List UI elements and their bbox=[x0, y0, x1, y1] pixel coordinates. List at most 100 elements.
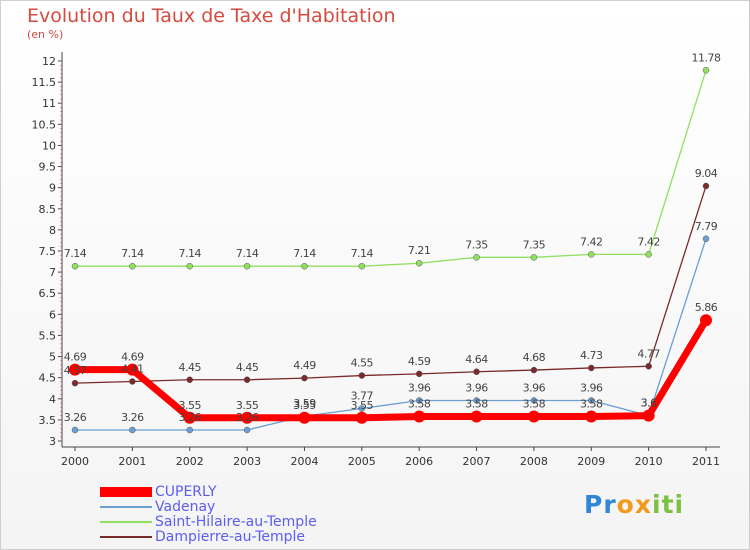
data-label: 3.77 bbox=[351, 389, 374, 402]
y-tick-label: 6.5 bbox=[39, 287, 57, 300]
x-tick-label: 2004 bbox=[290, 455, 318, 468]
data-point bbox=[415, 370, 423, 378]
data-point bbox=[129, 262, 136, 270]
data-point bbox=[355, 411, 368, 424]
data-label: 7.35 bbox=[465, 238, 488, 251]
data-point bbox=[186, 426, 193, 434]
data-label: 3.26 bbox=[121, 411, 144, 424]
data-label: 7.42 bbox=[637, 235, 660, 248]
data-point bbox=[129, 378, 136, 385]
x-tick-label: 2010 bbox=[635, 455, 663, 468]
data-point bbox=[473, 368, 480, 376]
data-label: 3.55 bbox=[351, 399, 374, 412]
data-point bbox=[413, 410, 426, 423]
data-point bbox=[186, 376, 193, 384]
series-line-2 bbox=[75, 70, 707, 267]
y-tick-label: 5.5 bbox=[39, 329, 57, 342]
data-point bbox=[645, 363, 652, 370]
data-label: 3.58 bbox=[523, 398, 546, 411]
data-label: 7.79 bbox=[695, 220, 718, 233]
data-point bbox=[358, 262, 366, 270]
x-tick-label: 2001 bbox=[118, 455, 146, 468]
y-tick-label: 10.5 bbox=[32, 118, 57, 131]
data-label: 4.55 bbox=[351, 357, 374, 370]
proxiti-logo: Proxiti bbox=[584, 490, 684, 519]
data-point bbox=[700, 314, 712, 327]
data-label: 7.14 bbox=[178, 247, 201, 260]
data-label: 3.96 bbox=[580, 381, 603, 394]
y-tick-label: 7.5 bbox=[39, 245, 57, 258]
data-label: 7.14 bbox=[351, 247, 374, 260]
legend-label: Dampierre-au-Temple bbox=[155, 528, 306, 545]
y-tick-label: 4 bbox=[49, 393, 56, 406]
y-tick-label: 7 bbox=[49, 266, 56, 279]
data-label: 3.26 bbox=[236, 411, 259, 424]
chart-subtitle: (en %) bbox=[27, 28, 64, 41]
x-tick-label: 2009 bbox=[577, 455, 605, 468]
data-label: 4.77 bbox=[637, 347, 660, 360]
data-label: 11.78 bbox=[692, 51, 721, 64]
data-label: 3.26 bbox=[64, 411, 87, 424]
data-label: 3.58 bbox=[580, 398, 603, 411]
data-label: 4.49 bbox=[293, 359, 316, 372]
data-label: 4.45 bbox=[236, 361, 259, 374]
legend-swatch bbox=[100, 520, 152, 523]
data-point bbox=[527, 410, 540, 423]
data-point bbox=[415, 397, 423, 404]
data-point bbox=[702, 235, 710, 243]
data-point bbox=[243, 376, 251, 384]
logo-letter: i bbox=[674, 490, 685, 519]
x-tick-label: 2005 bbox=[348, 455, 376, 468]
data-label: 5.86 bbox=[695, 301, 718, 314]
data-label: 3.59 bbox=[293, 397, 316, 410]
data-point bbox=[702, 182, 710, 190]
data-point bbox=[243, 262, 251, 270]
data-point bbox=[588, 251, 595, 258]
logo-letter: o bbox=[616, 490, 635, 519]
y-tick-label: 9 bbox=[49, 182, 56, 195]
data-point bbox=[183, 411, 196, 424]
legend-item: Dampierre-au-Temple bbox=[100, 528, 317, 545]
logo-letter: r bbox=[603, 490, 617, 519]
data-label: 9.04 bbox=[695, 167, 718, 180]
series-line-1 bbox=[75, 238, 707, 431]
legend: CUPERLY Vadenay Saint-Hilaire-au-Temple Dam… bbox=[100, 483, 317, 545]
logo-letter: t bbox=[661, 490, 675, 519]
data-point bbox=[530, 397, 538, 404]
data-point bbox=[470, 410, 483, 423]
y-tick-label: 6 bbox=[49, 308, 56, 321]
data-label: 3.96 bbox=[523, 381, 546, 394]
legend-item: CUPERLY bbox=[100, 483, 317, 500]
data-label: 7.14 bbox=[64, 247, 87, 260]
data-point bbox=[588, 397, 595, 404]
chart-title: Evolution du Taux de Taxe d'Habitation bbox=[27, 5, 396, 27]
data-label: 4.59 bbox=[408, 355, 431, 368]
data-label: 3.55 bbox=[178, 399, 201, 412]
data-point bbox=[71, 379, 79, 387]
data-point bbox=[298, 411, 311, 424]
data-point bbox=[530, 366, 538, 374]
data-label: 3.96 bbox=[465, 381, 488, 394]
data-label: 7.14 bbox=[121, 247, 144, 260]
data-point bbox=[642, 409, 655, 422]
data-label: 3.58 bbox=[465, 398, 488, 411]
logo-letter: i bbox=[652, 490, 662, 519]
data-label: 4.69 bbox=[64, 351, 87, 364]
data-label: 7.21 bbox=[408, 244, 431, 257]
legend-item: Saint-Hilaire-au-Temple bbox=[100, 514, 317, 530]
x-tick-label: 2003 bbox=[233, 455, 261, 468]
data-label: 4.64 bbox=[465, 353, 488, 366]
legend-label: CUPERLY bbox=[155, 483, 217, 500]
y-tick-label: 11 bbox=[42, 97, 56, 110]
data-point bbox=[702, 67, 710, 74]
data-point bbox=[186, 262, 193, 270]
data-label: 7.14 bbox=[293, 247, 316, 260]
legend-swatch bbox=[100, 486, 152, 497]
data-point bbox=[241, 411, 254, 424]
data-label: 4.37 bbox=[64, 364, 87, 377]
data-label: 3.6 bbox=[641, 397, 657, 410]
data-label: 3.58 bbox=[408, 398, 431, 411]
y-tick-label: 3.5 bbox=[39, 414, 57, 427]
data-point bbox=[473, 397, 480, 404]
